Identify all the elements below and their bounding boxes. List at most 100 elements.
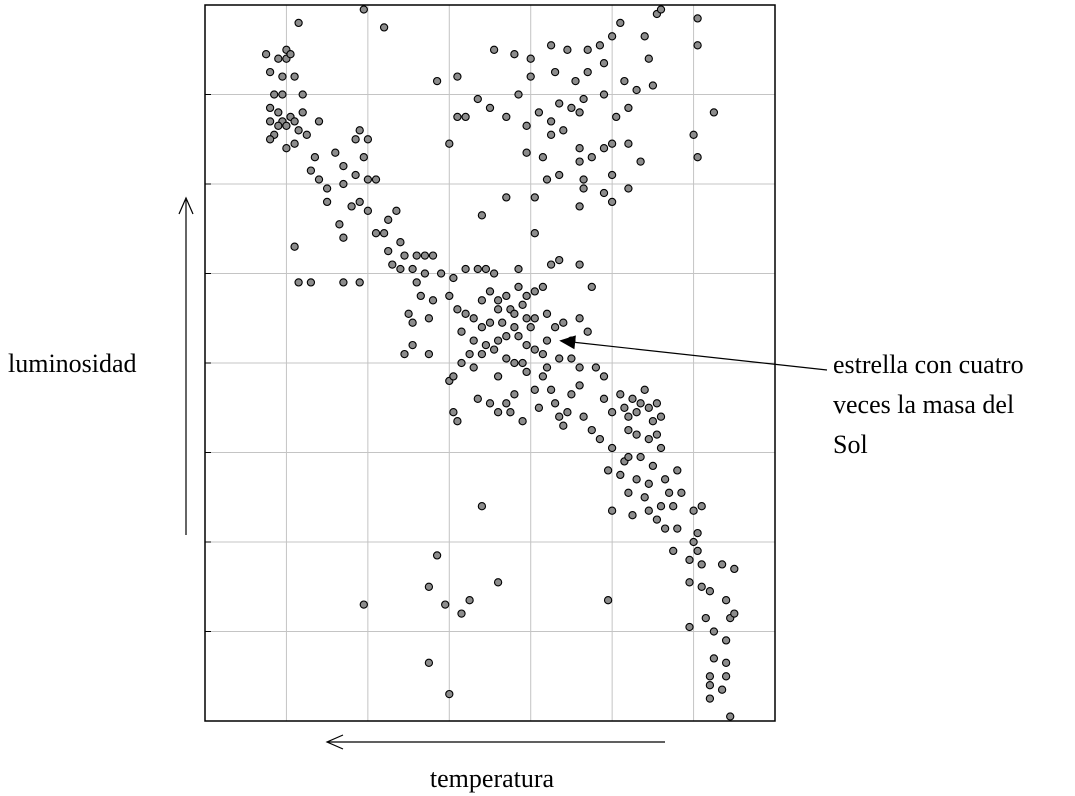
star-point-256 [648,81,658,90]
star-point-214 [689,537,698,547]
star-point-10 [290,72,299,81]
star-point-212 [697,502,706,511]
star-point-248 [546,117,556,126]
star-point-222 [705,587,715,596]
star-point-230 [721,658,731,667]
star-point-287 [575,157,584,166]
star-point-29 [265,135,275,144]
star-point-122 [449,372,458,381]
star-point-180 [652,399,662,408]
star-point-106 [514,332,523,341]
star-point-295 [624,184,633,193]
star-point-49 [363,206,373,215]
star-point-239 [624,452,633,462]
star-point-302 [502,193,511,202]
star-point-243 [485,103,495,113]
star-point-85 [416,291,425,301]
star-point-128 [522,367,531,377]
star-point-312 [477,502,487,511]
star-point-15 [274,108,283,117]
star-point-50 [384,215,393,224]
data-points [261,5,739,721]
star-point-268 [640,32,649,41]
star-point-318 [603,596,613,605]
star-point-41 [371,175,381,184]
star-point-305 [445,139,454,148]
star-point-52 [335,220,344,229]
star-point-33 [331,148,340,157]
star-point-242 [473,94,482,104]
star-point-176 [636,399,645,408]
star-point-159 [518,300,527,309]
star-point-57 [396,238,405,247]
star-point-192 [648,461,658,471]
star-point-188 [595,434,605,444]
star-point-171 [616,390,625,399]
star-point-129 [538,372,548,381]
star-point-182 [624,425,633,435]
star-point-270 [656,5,666,14]
star-point-82 [493,305,503,314]
star-point-235 [705,694,715,703]
star-point-244 [502,112,511,122]
star-point-265 [595,41,605,50]
star-point-240 [432,76,442,86]
star-point-262 [546,41,556,50]
star-point-74 [461,264,470,274]
star-point-278 [510,50,519,59]
star-point-12 [278,72,287,81]
star-point-286 [555,170,564,180]
star-point-260 [644,54,653,63]
star-point-144 [591,363,601,372]
star-point-26 [290,139,299,148]
star-point-174 [628,394,637,403]
star-point-108 [530,345,539,354]
star-point-21 [290,117,299,126]
star-point-247 [534,108,544,117]
annotation-pointer [575,341,828,371]
star-point-78 [514,264,523,274]
star-point-249 [555,99,564,108]
star-point-46 [339,179,348,189]
star-point-284 [538,153,548,162]
star-point-150 [502,399,511,408]
star-point-185 [652,430,662,439]
star-point-89 [461,309,470,318]
star-point-219 [697,582,706,591]
star-point-297 [546,130,556,139]
star-point-142 [542,363,552,372]
star-point-272 [693,41,702,50]
star-point-11 [274,54,283,63]
star-point-100 [404,309,413,318]
star-point-167 [542,309,552,318]
star-point-91 [477,323,487,332]
star-point-161 [530,287,539,296]
star-point-241 [461,112,470,122]
star-point-279 [526,72,535,81]
star-point-95 [510,323,519,332]
star-point-229 [709,654,719,663]
star-point-274 [689,130,698,139]
star-point-14 [265,103,275,113]
star-point-276 [453,72,462,81]
star-point-80 [485,287,495,296]
star-point-306 [575,202,584,211]
star-point-147 [453,417,462,426]
star-point-275 [693,153,702,162]
star-point-173 [624,412,633,421]
star-point-293 [636,157,645,166]
star-point-169 [599,394,609,403]
star-point-25 [282,144,291,153]
star-point-266 [607,32,617,41]
star-point-162 [538,282,548,292]
star-point-4 [379,23,389,32]
star-point-5 [261,50,271,59]
star-point-164 [575,260,584,269]
star-point-233 [705,681,715,690]
star-point-60 [420,251,430,260]
star-point-186 [656,443,666,453]
star-point-210 [673,524,682,533]
star-point-264 [583,45,592,54]
star-point-37 [339,161,348,171]
star-point-43 [314,175,324,184]
